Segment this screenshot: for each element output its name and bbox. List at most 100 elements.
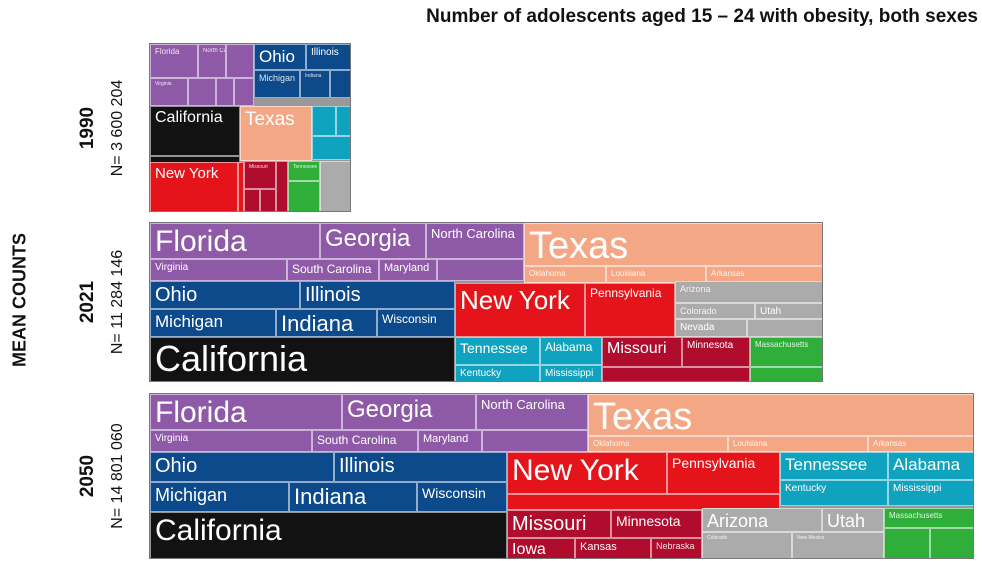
treemap-cell — [602, 367, 750, 381]
treemap-cell-minnesota: Minnesota — [682, 337, 750, 367]
treemap-cell-florida: Florida — [150, 44, 198, 78]
treemap-cell-south-carolina: South Carolina — [287, 259, 379, 281]
treemap-cell — [260, 189, 276, 211]
treemap-cell-pennsylvania: Pennsylvania — [585, 283, 675, 337]
cell-label: Texas — [593, 396, 693, 436]
treemap-cell-mississippi: Mississippi — [888, 480, 973, 506]
treemap-cell — [288, 181, 320, 211]
treemap-cell-virginia: Virginia — [150, 430, 312, 452]
treemap-cell-georgia: Georgia — [342, 394, 476, 430]
cell-label: Pennsylvania — [590, 286, 662, 300]
treemap-cell-pennsylvania — [238, 162, 244, 211]
treemap-cell — [226, 44, 254, 78]
treemap-cell-south-carolina: South Carolina — [312, 430, 418, 452]
treemap-cell — [330, 70, 350, 98]
treemap-cell-iowa: Iowa — [507, 538, 575, 558]
cell-label: California — [155, 514, 282, 547]
treemap-cell-kansas: Kansas — [575, 538, 651, 558]
treemap-cell — [276, 161, 288, 211]
cell-label: Kansas — [580, 541, 617, 553]
treemap-cell — [750, 367, 822, 381]
treemap-cell-maryland: Maryland — [418, 430, 482, 452]
n-count-label: N= 14 801 060 — [109, 423, 126, 529]
treemap-cell-kentucky: Kentucky — [780, 480, 888, 506]
cell-label: Nebraska — [656, 541, 695, 551]
treemap-cell-tennessee: Tennessee — [780, 452, 888, 480]
cell-label: Florida — [155, 225, 247, 258]
cell-label: Ohio — [259, 47, 295, 66]
treemap-cell — [930, 528, 973, 558]
treemap-cell-louisiana: Louisiana — [728, 436, 868, 452]
cell-label: Massachusetts — [755, 340, 809, 349]
treemap-cell-virginia: Virginia — [150, 259, 287, 281]
cell-label: Oklahoma — [593, 439, 630, 448]
treemap-cell-arkansas: Arkansas — [868, 436, 973, 452]
treemap-cell-new-york: New York — [455, 283, 585, 337]
treemap-cell-texas: Texas — [524, 223, 822, 266]
chart-title: Number of adolescents aged 15 – 24 with … — [426, 6, 978, 27]
cell-label: South Carolina — [292, 262, 372, 276]
cell-label: Virginia — [155, 81, 172, 87]
treemap-cell-kentucky: Kentucky — [455, 365, 540, 381]
cell-label: Illinois — [339, 455, 395, 477]
cell-label: Georgia — [325, 225, 411, 252]
treemap-cell-michigan: Michigan — [150, 482, 289, 512]
treemap-cell — [747, 319, 822, 337]
cell-label: New York — [460, 285, 570, 315]
treemap-cell-missouri: Missouri — [244, 161, 276, 189]
cell-label: North Carolina — [481, 397, 565, 412]
treemap-cell-illinois: Illinois — [300, 281, 455, 309]
treemap-cell-north-carolina: North Carolina — [426, 223, 524, 259]
cell-label: Wisconsin — [422, 485, 486, 501]
cell-label: Minnesota — [687, 340, 734, 351]
cell-label: Arkansas — [873, 439, 907, 448]
treemap-cell-maryland: Maryland — [379, 259, 437, 281]
treemap-cell-illinois: Illinois — [334, 452, 507, 482]
treemap-cell-tennessee: Tennessee — [455, 337, 540, 365]
cell-label: Michigan — [155, 312, 224, 331]
y-axis-label: MEAN COUNTS — [10, 233, 30, 367]
treemap-cell-utah: Utah — [755, 303, 822, 319]
cell-label: Missouri — [607, 340, 667, 357]
treemap-cell-indiana: Indiana — [276, 309, 377, 337]
cell-label: Indiana — [294, 484, 367, 509]
treemap-cell-ohio: Ohio — [150, 281, 300, 309]
year-label: 2021 — [77, 280, 98, 324]
treemap-cell-nevada: Nevada — [675, 319, 747, 337]
cell-label: New Mexico — [797, 535, 825, 541]
treemap-cell-tennessee: Tennessee — [288, 161, 320, 181]
cell-label: Colorado — [680, 306, 717, 316]
treemap-cell — [437, 259, 524, 281]
treemap-cell-north-carolina: North Carolina — [198, 44, 226, 78]
treemap-cell-new-mexico: New Mexico — [792, 532, 884, 558]
treemap-cell-new-york: New York — [150, 162, 238, 211]
treemap-cell-new-york: New York — [507, 452, 667, 494]
cell-label: Tennessee — [460, 340, 528, 356]
treemap-cell-missouri: Missouri — [507, 510, 611, 538]
treemap-2050: Florida Georgia North Carolina Virginia Sout… — [149, 393, 974, 559]
cell-label: Alabama — [545, 340, 593, 354]
treemap-cell-arizona: Arizona — [675, 281, 822, 303]
cell-label: Arkansas — [711, 269, 745, 278]
treemap-cell-texas: Texas — [588, 394, 973, 436]
treemap-cell-florida: Florida — [150, 223, 320, 259]
cell-label: Colorado — [707, 535, 728, 541]
cell-label: Wisconsin — [382, 312, 437, 326]
n-count-label: N= 11 284 146 — [109, 249, 126, 355]
cell-label: Illinois — [311, 47, 339, 58]
cell-label: South Carolina — [317, 433, 397, 447]
cell-label: Georgia — [347, 396, 433, 423]
treemap-cell — [482, 430, 588, 452]
treemap-cell — [216, 78, 234, 106]
treemap-cell-california: California — [150, 337, 455, 381]
cell-label: Oklahoma — [529, 269, 566, 278]
row-label-2021: 2021 N= 11 284 146 — [77, 222, 148, 382]
treemap-cell-north-carolina: North Carolina — [476, 394, 588, 430]
cell-label: Indiana — [281, 311, 354, 336]
cell-label: Virginia — [155, 433, 189, 444]
cell-label: North Carolina — [203, 48, 225, 54]
cell-label: Iowa — [512, 541, 546, 558]
cell-label: Texas — [245, 109, 295, 130]
cell-label: Florida — [155, 47, 180, 56]
treemap-cell-alabama: Alabama — [888, 452, 973, 480]
